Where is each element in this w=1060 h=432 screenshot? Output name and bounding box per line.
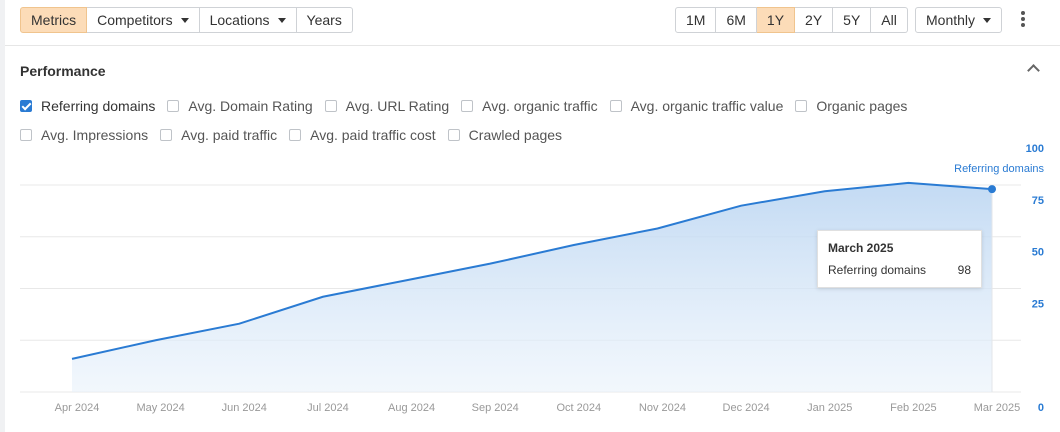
checkbox-empty-icon bbox=[447, 129, 460, 141]
chart-tooltip: March 2025 Referring domains 98 bbox=[817, 230, 982, 288]
metric-avg-paid-traffic-cost-checkbox[interactable]: Avg. paid traffic cost bbox=[289, 127, 436, 143]
checkbox-empty-icon bbox=[289, 129, 302, 141]
range-2y-button[interactable]: 2Y bbox=[795, 7, 834, 33]
interval-dropdown[interactable]: Monthly bbox=[915, 7, 1003, 33]
x-tick-label: Mar 2025 bbox=[974, 402, 1020, 414]
y-tick-label: 100 bbox=[1026, 143, 1044, 155]
metric-label: Avg. Impressions bbox=[41, 127, 149, 143]
tooltip-value: 98 bbox=[957, 263, 971, 277]
x-tick-label: May 2024 bbox=[136, 402, 184, 414]
x-tick-label: Jun 2024 bbox=[222, 402, 267, 414]
toolbar: Metrics Competitors Locations Years 1M 6M 1Y 2… bbox=[5, 0, 1060, 46]
performance-chart: Apr 2024 May 2024 Jun 2024 Jul 2024 Aug 2024… bbox=[20, 143, 1044, 414]
x-tick-label: Apr 2024 bbox=[55, 402, 100, 414]
metric-label: Avg. Domain Rating bbox=[188, 98, 313, 114]
metric-avg-url-rating-checkbox[interactable]: Avg. URL Rating bbox=[324, 98, 450, 114]
checkbox-empty-icon bbox=[324, 100, 337, 112]
range-selector: 1M 6M 1Y 2Y 5Y All bbox=[675, 7, 908, 33]
y-tick-label: 25 bbox=[1032, 298, 1044, 310]
x-tick-label: Feb 2025 bbox=[890, 402, 936, 414]
tooltip-series: Referring domains bbox=[828, 263, 927, 277]
range-1y-button[interactable]: 1Y bbox=[756, 7, 796, 33]
metric-label: Avg. paid traffic cost bbox=[310, 127, 436, 143]
tab-label: Locations bbox=[209, 12, 270, 28]
metric-label: Organic pages bbox=[816, 98, 908, 114]
metric-referring-domains-checkbox[interactable]: Referring domains bbox=[20, 98, 155, 114]
performance-panel: Metrics Competitors Locations Years 1M 6M 1Y 2… bbox=[5, 0, 1060, 432]
metric-checkbox-row: Referring domains Avg. Domain Rating Avg. … bbox=[20, 98, 919, 114]
x-tick-label: Jul 2024 bbox=[307, 402, 349, 414]
x-tick-label: Aug 2024 bbox=[388, 402, 435, 414]
metric-avg-paid-traffic-checkbox[interactable]: Avg. paid traffic bbox=[160, 127, 277, 143]
checkbox-empty-icon bbox=[461, 100, 474, 112]
metric-label: Crawled pages bbox=[468, 127, 563, 143]
series-legend-label: Referring domains bbox=[954, 163, 1044, 175]
x-tick-label: Jan 2025 bbox=[807, 402, 852, 414]
metric-crawled-pages-checkbox[interactable]: Crawled pages bbox=[447, 127, 563, 143]
range-all-button[interactable]: All bbox=[871, 7, 908, 33]
metric-avg-organic-traffic-checkbox[interactable]: Avg. organic traffic bbox=[461, 98, 598, 114]
metric-avg-domain-rating-checkbox[interactable]: Avg. Domain Rating bbox=[167, 98, 313, 114]
y-tick-label: 0 bbox=[1038, 402, 1044, 414]
tab-years[interactable]: Years bbox=[296, 7, 353, 33]
tab-locations[interactable]: Locations bbox=[199, 7, 297, 33]
metric-avg-organic-traffic-value-checkbox[interactable]: Avg. organic traffic value bbox=[609, 98, 784, 114]
metric-label: Avg. organic traffic value bbox=[630, 98, 784, 114]
interval-label: Monthly bbox=[926, 12, 976, 28]
metric-label: Avg. organic traffic bbox=[482, 98, 598, 114]
range-1m-button[interactable]: 1M bbox=[675, 7, 717, 33]
checkbox-empty-icon bbox=[795, 100, 808, 112]
metric-label: Avg. paid traffic bbox=[181, 127, 278, 143]
metric-label: Avg. URL Rating bbox=[345, 98, 450, 114]
tab-label: Years bbox=[306, 12, 342, 28]
tab-metrics[interactable]: Metrics bbox=[20, 7, 88, 33]
metric-organic-pages-checkbox[interactable]: Organic pages bbox=[795, 98, 907, 114]
series-line bbox=[71, 181, 993, 360]
x-tick-label: Dec 2024 bbox=[723, 402, 770, 414]
vertical-dots-icon[interactable] bbox=[1021, 11, 1027, 29]
checkbox-empty-icon bbox=[20, 129, 32, 141]
y-tick-label: 50 bbox=[1032, 247, 1044, 259]
chevron-down-icon bbox=[180, 17, 189, 23]
range-6m-button[interactable]: 6M bbox=[716, 7, 757, 33]
x-tick-label: Oct 2024 bbox=[556, 402, 601, 414]
metric-checkbox-row: Avg. Impressions Avg. paid traffic Avg. pa… bbox=[20, 127, 574, 143]
checkbox-empty-icon bbox=[609, 100, 622, 112]
tooltip-title: March 2025 bbox=[828, 241, 894, 255]
metric-label: Referring domains bbox=[41, 98, 156, 114]
tab-competitors[interactable]: Competitors bbox=[87, 7, 200, 33]
checkbox-empty-icon bbox=[167, 100, 180, 112]
tab-label: Competitors bbox=[97, 12, 173, 28]
y-tick-label: 75 bbox=[1032, 195, 1044, 207]
section-title: Performance bbox=[20, 63, 106, 79]
series-area bbox=[72, 182, 992, 392]
view-tabs: Metrics Competitors Locations Years bbox=[20, 7, 353, 33]
highlighted-point[interactable] bbox=[988, 185, 996, 194]
x-tick-label: Nov 2024 bbox=[639, 402, 686, 414]
checkbox-checked-icon bbox=[20, 100, 32, 112]
chevron-down-icon bbox=[277, 17, 286, 23]
x-tick-label: Sep 2024 bbox=[472, 402, 519, 414]
chevron-down-icon bbox=[983, 17, 992, 23]
checkbox-empty-icon bbox=[160, 129, 173, 141]
tab-label: Metrics bbox=[31, 12, 77, 28]
range-5y-button[interactable]: 5Y bbox=[833, 7, 872, 33]
metric-avg-impressions-checkbox[interactable]: Avg. Impressions bbox=[20, 127, 148, 143]
